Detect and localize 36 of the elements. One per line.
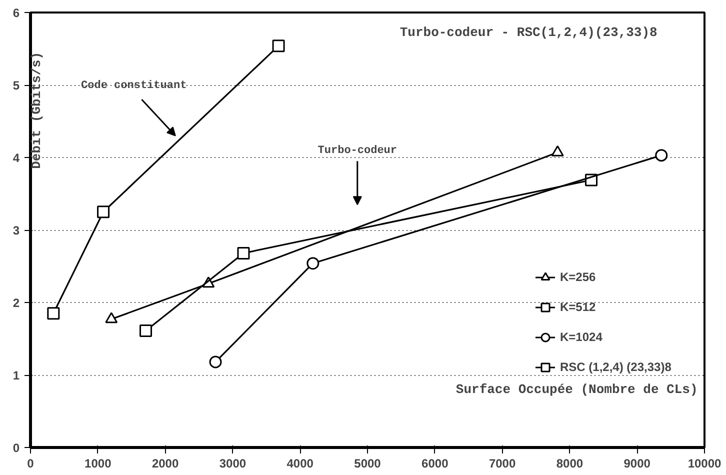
point bbox=[97, 206, 110, 218]
point bbox=[655, 149, 668, 162]
y-tick-label: 3 bbox=[12, 224, 20, 238]
x-tick-label: 4000 bbox=[286, 456, 314, 470]
y-tick-label: 0 bbox=[12, 441, 20, 455]
x-tick-label: 0 bbox=[27, 456, 34, 470]
annotation: Turbo-codeur bbox=[318, 145, 397, 158]
y-axis-title: Débit (Gbits/s) bbox=[28, 52, 44, 169]
point bbox=[209, 356, 222, 368]
legend-label: K=1024 bbox=[560, 330, 602, 344]
x-tick-label: 6000 bbox=[422, 456, 449, 470]
x-tick-label: 1000 bbox=[84, 456, 112, 470]
point bbox=[47, 307, 60, 320]
legend-label: K=512 bbox=[560, 300, 596, 314]
x-tick-label: 3000 bbox=[219, 456, 246, 470]
x-tick-label: 9000 bbox=[624, 456, 651, 470]
x-tick-label: 10000 bbox=[688, 456, 722, 470]
x-tick-label: 7000 bbox=[488, 456, 516, 470]
x-axis-title: Surface Occupée (Nombre de CLs) bbox=[456, 382, 698, 397]
y-tick-label: 4 bbox=[12, 151, 20, 165]
legend-label: RSC (1,2,4) (23,33)8 bbox=[560, 360, 672, 374]
legend-label: K=256 bbox=[560, 270, 596, 284]
point bbox=[140, 324, 152, 338]
point bbox=[306, 257, 320, 270]
y-tick-label: 6 bbox=[12, 6, 20, 20]
y-tick-label: 1 bbox=[12, 368, 20, 382]
x-tick-label: 2000 bbox=[152, 456, 179, 470]
x-tick-label: 8000 bbox=[556, 456, 584, 470]
point bbox=[272, 40, 285, 52]
y-tick-label: 2 bbox=[12, 296, 20, 310]
x-tick-label: 5000 bbox=[354, 456, 382, 470]
point bbox=[237, 246, 250, 260]
text: Turbo-codeur - RSC(1,2,4)(23,33)8 bbox=[400, 25, 658, 40]
annotation: Code constituant bbox=[81, 80, 187, 92]
y-tick-label: 5 bbox=[12, 78, 20, 92]
point bbox=[105, 312, 118, 324]
